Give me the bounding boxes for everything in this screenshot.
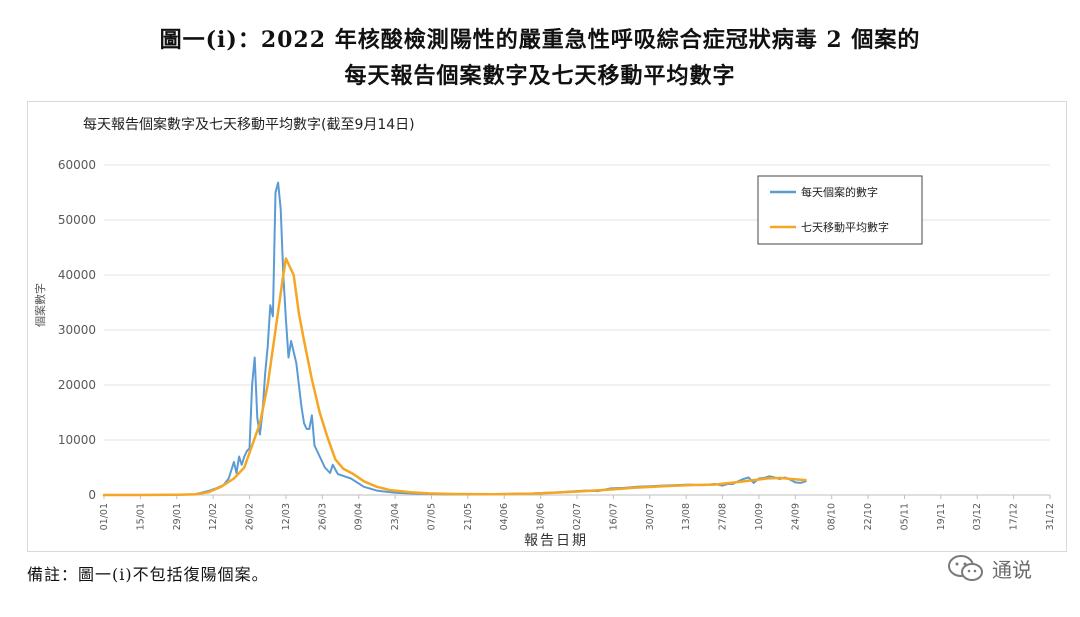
x-tick-label-26/03: 26/03: [317, 503, 328, 530]
x-tick-label-03/12: 03/12: [972, 503, 983, 530]
x-tick-label-26/02: 26/02: [245, 503, 256, 530]
x-tick-label-07/05: 07/05: [426, 503, 437, 530]
x-tick-label-04/06: 04/06: [499, 503, 510, 530]
x-tick-label-15/01: 15/01: [135, 503, 146, 530]
x-tick-label-05/11: 05/11: [899, 503, 910, 530]
footnote: 備註：圖一(i)不包括復陽個案。: [27, 565, 269, 584]
x-tick-label-30/07: 30/07: [645, 503, 656, 530]
x-tick-label-22/10: 22/10: [863, 503, 874, 530]
x-tick-label-01/01: 01/01: [99, 503, 110, 530]
x-tick-label-08/10: 08/10: [827, 503, 838, 530]
wechat-icon: [948, 555, 983, 581]
x-tick-label-23/04: 23/04: [390, 503, 401, 530]
x-tick-label-12/03: 12/03: [281, 503, 292, 530]
legend-label-daily: 每天個案的數字: [801, 185, 878, 199]
x-tick-label-27/08: 27/08: [718, 503, 729, 530]
main-title-line2: 每天報告個案數字及七天移動平均數字: [344, 63, 736, 89]
y-tick-label-10000: 10000: [58, 433, 96, 447]
chart-title: 每天報告個案數字及七天移動平均數字(截至9月14日): [83, 116, 415, 133]
legend: 每天個案的數字 七天移動平均數字: [757, 175, 923, 245]
series-avg-line: [102, 257, 807, 497]
x-tick-label-17/12: 17/12: [1009, 503, 1020, 530]
y-tick-label-30000: 30000: [58, 323, 96, 337]
chart-panel: 每天報告個案數字及七天移動平均數字(截至9月14日) 0 10000 20000 30…: [27, 101, 1067, 552]
x-tick-label-02/07: 02/07: [572, 503, 583, 530]
x-axis-label: 報告日期: [524, 533, 588, 549]
legend-label-avg: 七天移動平均數字: [801, 220, 889, 234]
x-tick-label-12/02: 12/02: [208, 503, 219, 530]
y-axis-ticks: 0 10000 20000 30000 40000 50000 60000: [58, 158, 96, 502]
x-tick-label-09/04: 09/04: [354, 503, 365, 530]
data-lines: [102, 181, 807, 497]
grid-lines: [104, 164, 1050, 496]
watermark: 通说: [946, 553, 1032, 583]
main-title-line1: 圖一(i)：2022 年核酸檢測陽性的嚴重急性呼吸綜合症冠狀病毒 2 個案的: [159, 27, 921, 53]
line-chart: 每天報告個案數字及七天移動平均數字(截至9月14日) 0 10000 20000 30…: [33, 116, 1056, 549]
x-tick-label-18/06: 18/06: [536, 503, 547, 530]
series-daily-line: [103, 181, 807, 496]
x-tick-label-21/05: 21/05: [463, 503, 474, 530]
y-tick-label-20000: 20000: [58, 378, 96, 392]
x-tick-label-24/09: 24/09: [790, 503, 801, 530]
x-tick-label-29/01: 29/01: [172, 503, 183, 530]
x-tick-label-10/09: 10/09: [754, 503, 765, 530]
y-axis-label: 個案數字: [33, 283, 47, 327]
legend-box: [757, 175, 923, 245]
x-tick-label-19/11: 19/11: [936, 503, 947, 530]
y-tick-label-40000: 40000: [58, 268, 96, 282]
y-tick-label-0: 0: [88, 488, 96, 502]
x-tick-label-16/07: 16/07: [608, 503, 619, 530]
x-tick-label-13/08: 13/08: [681, 503, 692, 530]
y-tick-label-60000: 60000: [58, 158, 96, 172]
y-tick-label-50000: 50000: [58, 213, 96, 227]
watermark-text: 通说: [992, 557, 1032, 582]
x-axis-ticks: 01/01 15/01 29/01 12/02 26/02 12/03 26/03 09/04…: [99, 495, 1056, 530]
x-tick-label-31/12: 31/12: [1045, 503, 1056, 530]
